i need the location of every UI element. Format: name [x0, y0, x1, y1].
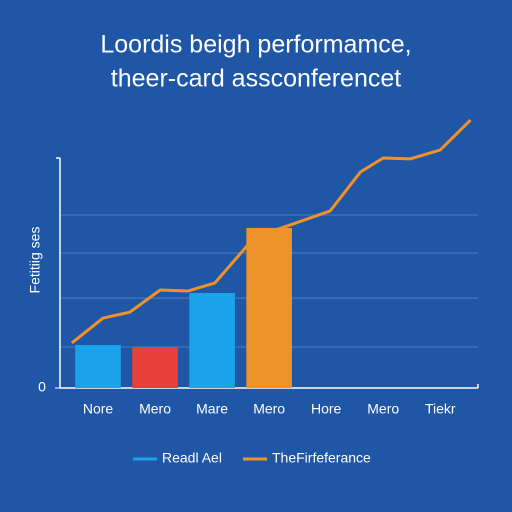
chart-title: theer-card assconferencet: [111, 65, 401, 93]
x-tick-label: Hore: [311, 401, 342, 417]
bar: [132, 347, 178, 388]
x-tick-label: Mero: [253, 401, 285, 417]
x-tick-label: Nore: [83, 401, 114, 417]
legend-label: TheFirfeferance: [272, 450, 371, 466]
line: [70, 118, 472, 345]
x-tick-label: Mero: [367, 401, 399, 417]
chart-title: Loordis beigh performamce,: [100, 31, 411, 59]
legend-label: Readl Ael: [162, 450, 222, 466]
x-tick-label: Tiekr: [425, 401, 456, 417]
x-tick-label: Mero: [139, 401, 171, 417]
y-axis-label: Fetitiig ses: [27, 227, 43, 294]
y-tick-label: 0: [38, 379, 46, 395]
bar: [189, 293, 235, 388]
bar: [246, 227, 292, 388]
x-tick-label: Mare: [196, 401, 228, 417]
bar: [75, 344, 121, 388]
